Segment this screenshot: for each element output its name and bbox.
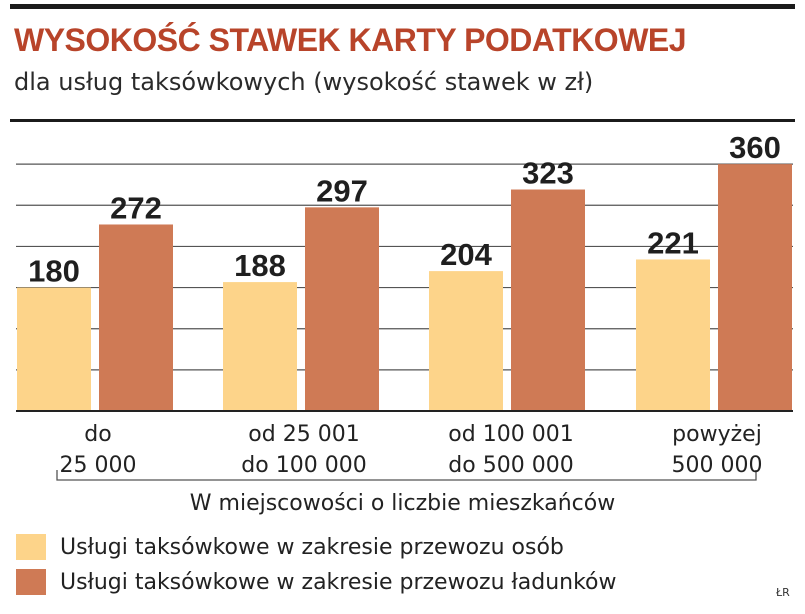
data-label: 188 [234,248,286,283]
bar-cargo [305,207,379,411]
bar-passengers [429,271,503,411]
header-divider [10,119,795,122]
data-label: 221 [647,225,699,260]
bar-passengers [223,282,297,411]
data-label: 360 [729,130,781,165]
legend-label-cargo: Usługi taksówkowe w zakresie przewozu ła… [60,569,617,595]
data-label: 272 [110,190,162,225]
category-label: od 25 001 do 100 000 [204,419,404,481]
category-label-line: do [84,422,112,447]
data-label: 297 [316,173,368,208]
x-axis-title: W miejscowości o liczbie mieszkańców [189,491,616,516]
data-label: 180 [28,254,80,289]
chart-title: WYSOKOŚĆ STAWEK KARTY PODATKOWEJ [14,22,687,58]
legend-swatch-passengers [16,534,46,560]
legend-swatch-cargo [16,569,46,595]
category-label-line: do 100 000 [241,453,367,478]
bar-cargo [511,189,585,411]
category-label: do 25 000 [0,419,198,481]
top-rule [10,4,795,9]
category-label-line: od 100 001 [448,422,574,447]
category-label-line: od 25 001 [248,422,360,447]
category-label: powyżej 500 000 [617,419,805,481]
legend-item-passengers: Usługi taksówkowe w zakresie przewozu os… [16,532,564,562]
category-label-line: powyżej [672,422,762,447]
data-label: 204 [440,237,492,272]
legend-item-cargo: Usługi taksówkowe w zakresie przewozu ła… [16,567,617,597]
category-label-line: 500 000 [671,453,763,478]
bar-passengers [17,287,91,411]
legend-label-passengers: Usługi taksówkowe w zakresie przewozu os… [60,534,564,560]
chart-subtitle: dla usług taksówkowych (wysokość stawek … [14,68,594,96]
data-label: 323 [522,156,574,191]
category-label: od 100 001 do 500 000 [411,419,611,481]
bar-cargo [718,164,792,411]
category-label-line: 25 000 [59,453,137,478]
bar-cargo [99,224,173,411]
category-bracket [56,470,757,481]
bar-passengers [636,259,710,411]
category-label-line: do 500 000 [448,453,574,478]
author-credit: ŁR [776,586,790,599]
